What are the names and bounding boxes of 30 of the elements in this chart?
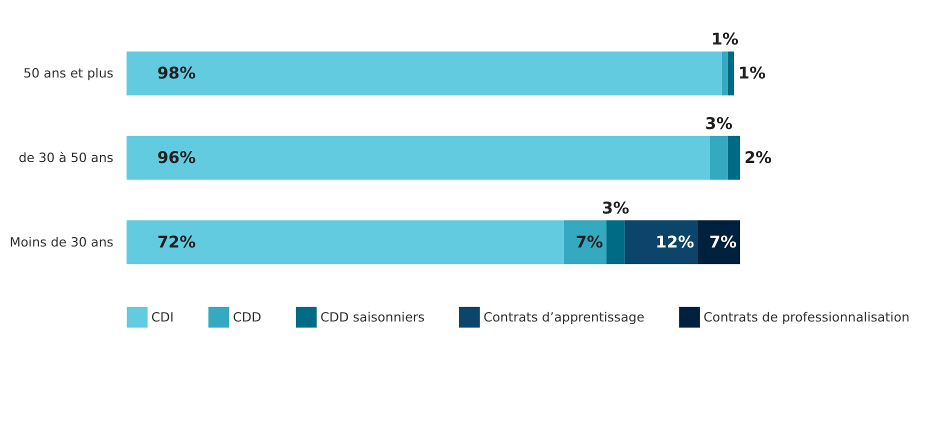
data-label: 12% [656, 232, 694, 252]
legend-label: CDI [151, 310, 174, 326]
data-label: 96% [157, 148, 196, 167]
bar [710, 136, 728, 180]
legend-label: CDD saisonniers [320, 310, 426, 326]
bar [564, 220, 606, 264]
y-tick-label: Moins de 30 ans [10, 235, 114, 250]
legend-label: Contrats d’apprentissage [483, 310, 645, 326]
data-label: 98% [157, 64, 196, 83]
data-label: 7% [709, 232, 737, 252]
y-tick-label: 50 ans et plus [23, 66, 114, 82]
data-label: 1% [738, 64, 766, 83]
bar [728, 136, 740, 180]
data-label: 72% [157, 232, 196, 252]
bar [126, 136, 710, 180]
data-label: 3% [602, 198, 630, 218]
data-label: 1% [711, 30, 739, 49]
data-label: 2% [744, 148, 772, 167]
bar [606, 220, 625, 264]
bar [126, 220, 564, 264]
bar [624, 220, 698, 264]
bar [126, 52, 722, 96]
bar [722, 52, 728, 96]
bar [728, 52, 734, 96]
data-label: 7% [576, 232, 604, 252]
legend-label: Contrats de professionnalisation [704, 310, 910, 326]
y-tick-label: de 30 à 50 ans [18, 151, 114, 166]
data-label: 3% [705, 114, 733, 133]
legend-label: CDD [232, 310, 262, 326]
bar [698, 220, 740, 264]
